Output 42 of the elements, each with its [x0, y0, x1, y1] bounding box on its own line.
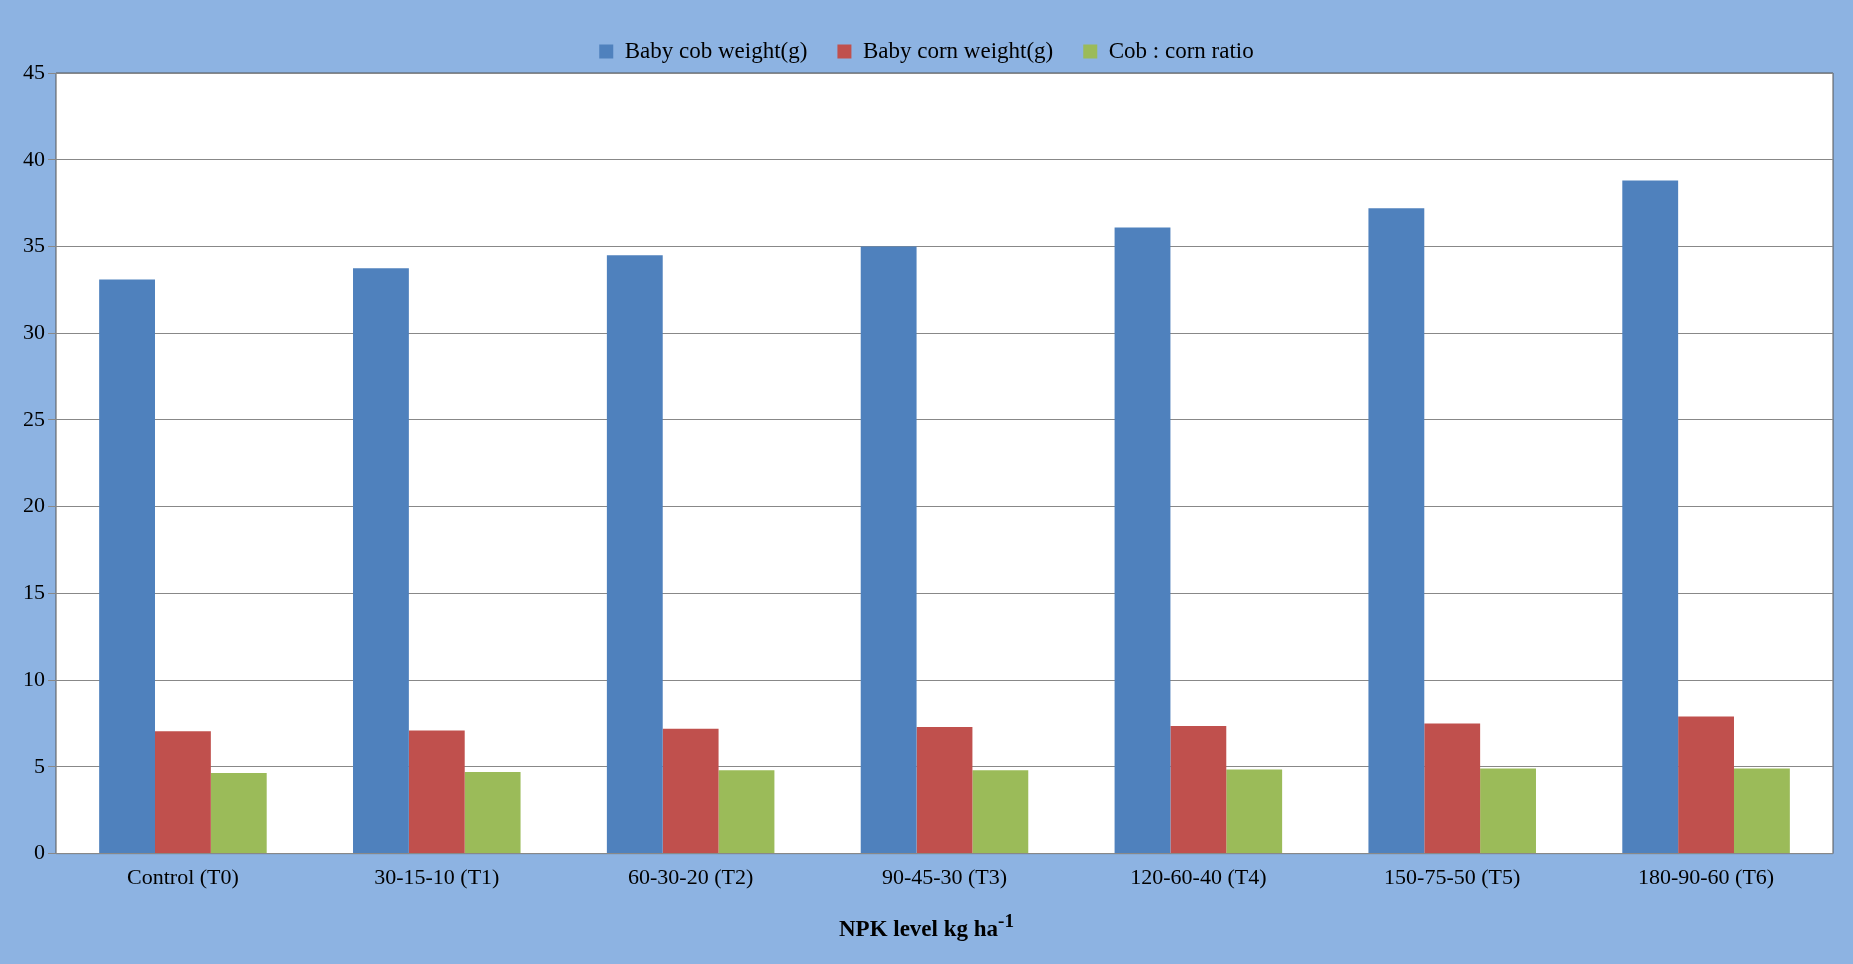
bar: [408, 730, 465, 854]
x-tick-label: Control (T0): [127, 863, 239, 889]
bar: [353, 268, 409, 854]
bar: [1480, 768, 1536, 854]
x-tick-label: 120-60-40 (T4): [1130, 863, 1267, 889]
bar: [1678, 716, 1734, 854]
y-tick-label: 45: [23, 58, 45, 84]
x-axis-title: NPK level kg ha$^{-1}$: [837, 910, 1016, 942]
bar: [1170, 726, 1227, 854]
bar: [1226, 769, 1283, 854]
bar: [662, 728, 719, 854]
y-tick-label: 25: [23, 405, 45, 431]
bar: [916, 726, 973, 854]
y-tick-label: 10: [23, 665, 45, 691]
bar: [860, 246, 917, 854]
x-tick-label: 30-15-10 (T1): [374, 863, 500, 889]
y-tick-label: 0: [34, 839, 45, 865]
y-tick-label: 30: [23, 318, 45, 344]
y-tick-label: 40: [23, 145, 45, 171]
bar: [464, 772, 521, 854]
bar: [1424, 723, 1481, 854]
y-tick-label: 20: [23, 492, 45, 518]
x-tick-label: 180-90-60 (T6): [1637, 863, 1775, 889]
legend-label: Baby cob weight(g): [624, 37, 808, 63]
x-tick-label: 60-30-20 (T2): [628, 863, 754, 889]
y-tick-label: 35: [23, 232, 45, 258]
x-tick-label: 90-45-30 (T3): [881, 863, 1008, 889]
bar: [1368, 208, 1425, 854]
legend-label: Cob : corn ratio: [1108, 37, 1254, 63]
bar: [1622, 180, 1679, 854]
bar: [1734, 768, 1790, 854]
bar: [1114, 227, 1171, 854]
bar: [718, 770, 775, 854]
y-tick-label: 5: [34, 752, 45, 778]
bar: [210, 772, 267, 854]
bar: [99, 279, 155, 854]
bar: [606, 255, 663, 854]
legend-label: Baby corn weight(g): [862, 37, 1054, 63]
y-tick-label: 15: [23, 579, 45, 605]
bar: [155, 731, 211, 854]
bar: [972, 770, 1029, 854]
x-tick-label: 150-75-50 (T5): [1384, 863, 1521, 889]
